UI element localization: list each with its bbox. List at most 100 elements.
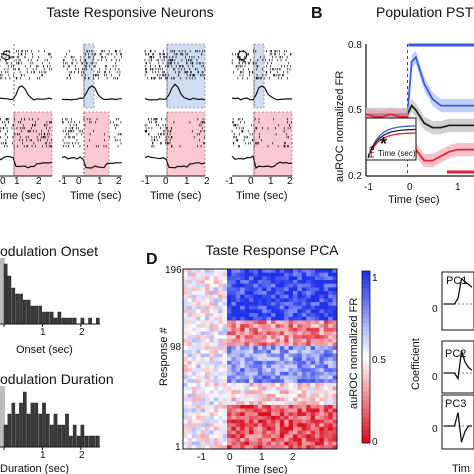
heatmap-cell: [257, 342, 263, 347]
heatmap-cell: [213, 353, 219, 358]
heatmap-cell: [253, 327, 259, 332]
heatmap-cell: [196, 287, 201, 292]
heatmap-cell: [191, 269, 197, 273]
heatmap-cell: [297, 305, 303, 310]
heatmap-cell: [328, 375, 333, 380]
heatmap-cell: [275, 331, 281, 336]
heatmap-cell: [279, 375, 285, 380]
heatmap-cell: [218, 298, 223, 303]
heatmap-cell: [200, 386, 206, 391]
heatmap-cell: [218, 305, 223, 310]
heatmap-cell: [315, 368, 320, 373]
heatmap-cell: [271, 305, 276, 310]
heatmap-cell: [275, 283, 281, 288]
heatmap-cell: [183, 430, 188, 435]
panel-c-hist-bar: [30, 402, 35, 448]
heatmap-cell: [323, 360, 329, 365]
heatmap-cell: [328, 357, 333, 362]
heatmap-cell: [262, 371, 267, 376]
heatmap-cell: [310, 353, 316, 358]
heatmap-cell: [306, 441, 311, 446]
heatmap-cell: [271, 437, 276, 442]
heatmap-cell: [235, 441, 241, 446]
colorbar-segment: [362, 331, 370, 336]
heatmap-cell: [284, 375, 289, 380]
heatmap-cell: [279, 338, 285, 343]
heatmap-cell: [310, 338, 316, 343]
psth-trace: [231, 85, 293, 101]
heatmap-cell: [323, 327, 329, 332]
heatmap-cell: [301, 338, 307, 343]
heatmap-cell: [240, 302, 245, 307]
heatmap-cell: [332, 324, 338, 329]
heatmap-cell: [200, 320, 206, 325]
heatmap-cell: [235, 335, 241, 340]
heatmap-cell: [227, 364, 232, 369]
heatmap-cell: [275, 375, 281, 380]
heatmap-cell: [235, 397, 241, 402]
heatmap-cell: [244, 276, 250, 281]
heatmap-cell: [332, 338, 338, 343]
heatmap-cell: [293, 283, 298, 288]
heatmap-cell: [297, 302, 303, 307]
heatmap-cell: [209, 375, 215, 380]
heatmap-cell: [293, 415, 298, 420]
heatmap-cell: [315, 353, 320, 358]
heatmap-cell: [315, 375, 320, 380]
heatmap-cell: [235, 423, 241, 428]
heatmap-cell: [205, 357, 210, 362]
heatmap-cell: [187, 401, 193, 406]
panel-c-hist-bar: [57, 424, 62, 448]
heatmap-cell: [262, 368, 267, 373]
heatmap-cell: [275, 430, 281, 435]
heatmap-cell: [332, 397, 338, 402]
heatmap-cell: [271, 335, 276, 340]
heatmap-cell: [275, 302, 281, 307]
heatmap-cell: [196, 404, 201, 409]
heatmap-cell: [222, 313, 228, 318]
heatmap-cell: [319, 269, 325, 273]
heatmap-cell: [231, 430, 237, 435]
heatmap-cell: [222, 327, 228, 332]
heatmap-cell: [293, 291, 298, 296]
heatmap-cell: [213, 324, 219, 329]
heatmap-cell: [231, 342, 237, 347]
heatmap-cell: [187, 386, 193, 391]
heatmap-cell: [231, 298, 237, 303]
heatmap-cell: [249, 331, 254, 336]
panel-c-hist-bar: [88, 435, 92, 448]
panel-c-title-onset: odulation Onset: [0, 243, 98, 259]
heatmap-cell: [297, 368, 303, 373]
heatmap-cell: [222, 287, 228, 292]
heatmap-cell: [323, 393, 329, 398]
heatmap-cell: [227, 382, 232, 387]
heatmap-cell: [310, 305, 316, 310]
heatmap-cell: [200, 408, 206, 413]
heatmap-cell: [310, 397, 316, 402]
heatmap-cell: [183, 276, 188, 281]
heatmap-cell: [323, 437, 329, 442]
heatmap-cell: [240, 397, 245, 402]
panel-c-hist-bar: [30, 305, 35, 325]
heatmap-cell: [315, 338, 320, 343]
heatmap-cell: [183, 357, 188, 362]
heatmap-cell: [319, 342, 325, 347]
heatmap-cell: [231, 375, 237, 380]
heatmap-cell: [266, 338, 272, 343]
heatmap-cell: [191, 338, 197, 343]
heatmap-cell: [288, 346, 294, 351]
heatmap-cell: [293, 316, 298, 321]
heatmap-cell: [222, 320, 228, 325]
heatmap-cell: [200, 393, 206, 398]
heatmap-cell: [249, 335, 254, 340]
heatmap-cell: [310, 426, 316, 431]
heatmap-cell: [218, 419, 223, 424]
heatmap-cell: [293, 309, 298, 314]
heatmap-cell: [196, 320, 201, 325]
heatmap-cell: [183, 346, 188, 351]
heatmap-cell: [288, 434, 294, 439]
heatmap-cell: [244, 294, 250, 299]
heatmap-cell: [301, 426, 307, 431]
heatmap-cell: [301, 408, 307, 413]
heatmap-cell: [218, 338, 223, 343]
